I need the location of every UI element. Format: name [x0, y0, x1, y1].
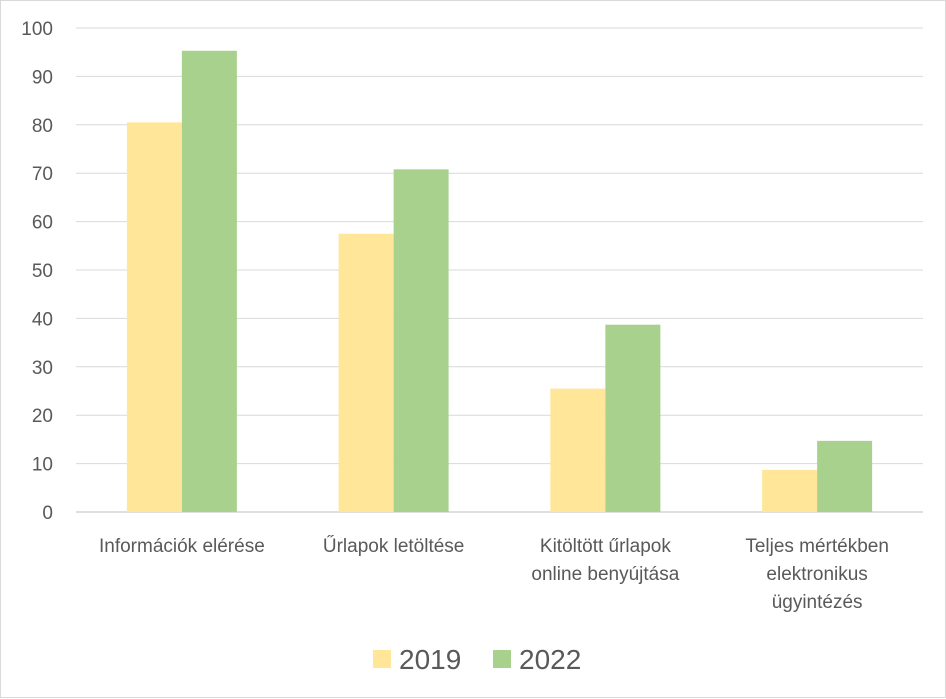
bar-2022 [181, 50, 237, 513]
y-tick-label: 90 [32, 67, 53, 88]
x-category-label: Űrlapok letöltése [323, 535, 465, 557]
x-category-label-line: Kitöltött űrlapok [540, 536, 671, 557]
legend-swatch-2022 [493, 650, 511, 668]
legend-label-2019: 2019 [399, 644, 461, 675]
bar-2019 [550, 388, 606, 512]
bar-2019 [126, 122, 182, 512]
legend-swatch-2019 [373, 650, 391, 668]
y-tick-label: 20 [32, 406, 53, 427]
y-tick-label: 0 [42, 503, 53, 524]
y-tick-label: 70 [32, 164, 53, 185]
y-tick-label: 40 [32, 309, 53, 330]
bar-2022 [393, 169, 449, 512]
legend-label-2022: 2022 [519, 644, 581, 675]
x-category-label-line: ügyintézés [772, 592, 863, 613]
x-category-label-line: Teljes mértékben [745, 536, 889, 557]
x-category-label-line: Információk elérése [99, 536, 265, 557]
bar-2019 [338, 233, 394, 512]
bar-2022 [605, 324, 661, 512]
x-category-label-line: Űrlapok letöltése [323, 535, 465, 557]
y-tick-label: 50 [32, 261, 53, 282]
x-category-label: Kitöltött űrlapok online benyújtása [531, 536, 679, 585]
bar-2019 [762, 469, 818, 512]
y-tick-label: 30 [32, 358, 53, 379]
bar-2022 [817, 440, 873, 512]
y-tick-label: 10 [32, 455, 53, 476]
x-category-label: Teljes mértékben elektronikus ügyintézés [745, 536, 889, 613]
x-category-label-line: elektronikus [766, 564, 867, 585]
x-category-label-line: online benyújtása [531, 564, 679, 585]
y-tick-label: 100 [21, 19, 53, 40]
x-category-label: Információk elérése [99, 536, 265, 557]
y-tick-label: 60 [32, 213, 53, 234]
y-tick-label: 80 [32, 116, 53, 137]
